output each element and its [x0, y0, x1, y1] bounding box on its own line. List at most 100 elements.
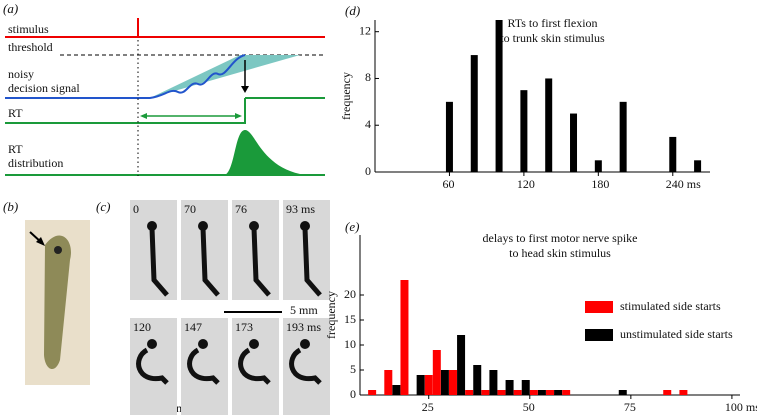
chart-title: to head skin stimulus [509, 246, 611, 260]
bar [537, 390, 546, 395]
bar [545, 78, 553, 172]
bar [432, 350, 441, 395]
label: stimulus [8, 22, 49, 36]
x-tick-label: 100 ms [725, 400, 757, 414]
label: noisy [8, 67, 34, 81]
bar [481, 390, 490, 395]
y-tick-label: 15 [344, 312, 356, 326]
label: threshold [8, 40, 53, 54]
head [198, 339, 208, 349]
x-tick-label: 25 [422, 400, 434, 414]
frame-time: 70 [184, 202, 196, 216]
bar [546, 390, 554, 395]
label: decision signal [8, 81, 80, 95]
bar [384, 370, 393, 395]
panel-label: (b) [3, 199, 18, 214]
head [249, 339, 259, 349]
bar [457, 335, 466, 395]
bar [445, 101, 453, 172]
bar [448, 370, 457, 395]
bar [473, 365, 482, 395]
note: 5 mm [290, 303, 318, 317]
arrow-head [140, 113, 147, 119]
y-tick-label: 12 [359, 23, 371, 37]
bar [470, 55, 478, 173]
frame-time: 173 [235, 320, 253, 334]
bar [416, 375, 425, 395]
bar [554, 390, 563, 395]
bar [521, 380, 530, 395]
bar [570, 113, 578, 172]
head [300, 339, 310, 349]
head [300, 221, 310, 231]
bar [594, 160, 602, 172]
bar [465, 390, 474, 395]
chart-title: to trunk skin stimulus [500, 31, 605, 45]
x-tick-label: 120 [517, 177, 535, 191]
frame-time: 93 ms [286, 202, 315, 216]
tadpole [200, 227, 220, 297]
tadpole [136, 347, 169, 385]
bar [520, 90, 528, 172]
x-tick-label: 240 ms [666, 177, 701, 191]
tadpole [238, 347, 271, 385]
bar [618, 390, 627, 395]
label: RT [8, 142, 23, 156]
y-axis-label: frequency [324, 291, 338, 339]
tadpole [187, 347, 220, 385]
bar [679, 390, 688, 395]
panel-label: (e) [345, 219, 359, 234]
bar [619, 101, 627, 172]
arrow-head [241, 86, 249, 93]
bar [489, 370, 498, 395]
bar [694, 160, 702, 172]
rt-distribution [225, 130, 300, 175]
legend-label: stimulated side starts [620, 299, 721, 313]
head [147, 339, 157, 349]
legend-swatch [585, 301, 613, 313]
bar [424, 375, 433, 395]
frame-time: 193 ms [286, 320, 321, 334]
tadpole [289, 347, 322, 385]
tadpole [44, 235, 71, 370]
bar [669, 136, 677, 172]
panel-label: (d) [345, 3, 360, 18]
panel-label: (c) [96, 199, 110, 214]
label: distribution [8, 156, 63, 170]
y-tick-label: 4 [365, 117, 371, 131]
head [249, 221, 259, 231]
bar [513, 390, 522, 395]
panel-a: (a) stimulus threshold noisy decision si… [3, 1, 325, 176]
chart-title: RTs to first flexion [507, 16, 597, 30]
head [198, 221, 208, 231]
legend-label: unstimulated side starts [620, 327, 733, 341]
tadpole [149, 227, 169, 297]
bar [440, 370, 449, 395]
chart-title: delays to first motor nerve spike [483, 231, 638, 245]
arrow-head [36, 237, 45, 246]
panel-label: (a) [3, 1, 18, 16]
tadpole [302, 227, 322, 297]
frame-time: 147 [184, 320, 202, 334]
y-tick-label: 0 [350, 387, 356, 401]
y-tick-label: 5 [350, 362, 356, 376]
frame-time: 120 [133, 320, 151, 334]
bar [495, 20, 503, 172]
bar [497, 390, 506, 395]
y-tick-label: 10 [344, 337, 356, 351]
bar [529, 390, 538, 395]
frame-time: 0 [133, 202, 139, 216]
x-tick-label: 180 [591, 177, 609, 191]
bar [562, 390, 571, 395]
tadpole [251, 227, 271, 297]
y-tick-label: 0 [365, 164, 371, 178]
decision-signal [5, 54, 246, 99]
legend-swatch [585, 329, 613, 341]
y-tick-label: 8 [365, 70, 371, 84]
bar [505, 380, 514, 395]
arrow-head [235, 113, 242, 119]
rt-line [5, 98, 246, 124]
bar [400, 280, 409, 395]
bar [368, 390, 377, 395]
